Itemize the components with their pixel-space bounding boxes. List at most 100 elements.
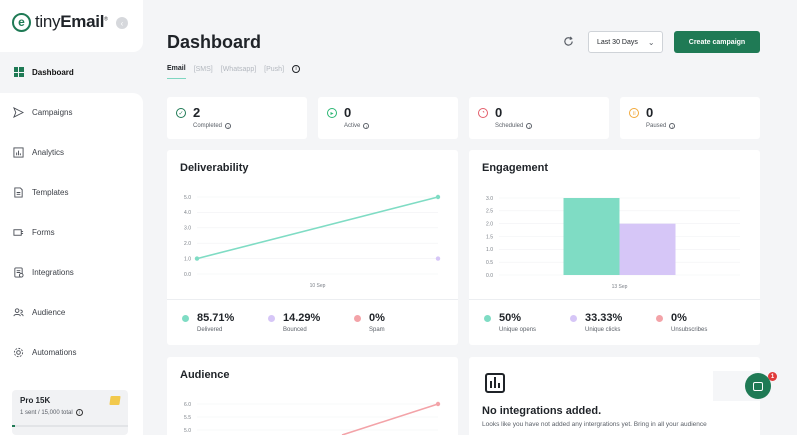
legend-value: 0% [671, 312, 687, 324]
sidebar-item-forms[interactable]: Forms [0, 212, 143, 252]
logo-card: e tinyEmail® ‹ [0, 0, 143, 52]
sidebar-item-label: Templates [32, 187, 69, 197]
sidebar-item-label: Campaigns [32, 107, 73, 117]
legend-value: 33.33% [585, 312, 623, 324]
info-icon[interactable]: i [292, 65, 301, 73]
info-icon[interactable]: i [669, 123, 676, 129]
y-tick-label: 6.0 [184, 402, 191, 408]
audience-chart: 5.0 5.5 6.0 [184, 401, 441, 435]
date-range-select[interactable]: Last 30 Days ⌄ [588, 31, 663, 53]
page-title: Dashboard [167, 32, 262, 52]
stat-label: Completed i [193, 123, 232, 129]
y-tick-label: 3.0 [486, 196, 493, 202]
bar [619, 223, 676, 275]
legend-dot [484, 315, 491, 322]
data-point [194, 256, 200, 261]
y-tick-label: 0.5 [486, 260, 493, 266]
card-title: Deliverability [180, 162, 249, 174]
sidebar-item-label: Automations [32, 347, 77, 357]
pause-circle-icon: ॥ [629, 108, 639, 118]
y-tick-label: 2.0 [486, 221, 493, 227]
sidebar-item-label: Dashboard [32, 67, 74, 77]
channel-tabs: Email [SMS] [Whatsapp] [Push] i [167, 65, 301, 79]
sidebar-item-dashboard[interactable]: Dashboard [0, 52, 143, 92]
plug-icon [13, 266, 24, 278]
y-tick-label: 1.5 [486, 234, 493, 240]
stat-card-completed: ✓ 2 Completed i [167, 97, 307, 139]
legend-dot [354, 315, 361, 322]
users-icon [13, 307, 24, 318]
x-tick-label: 13 Sep [612, 284, 628, 290]
info-icon[interactable]: i [526, 123, 533, 129]
plan-name: Pro 15K [20, 396, 51, 405]
legend-label: Unique clicks [585, 327, 621, 333]
deliverability-legend: 85.71% Delivered 14.29% Bounced 0% Spam [167, 299, 458, 345]
deliverability-chart: 0.0 1.0 2.0 3.0 4.0 5.0 10 Sep [184, 194, 441, 289]
y-tick-label: 0.0 [486, 273, 493, 279]
tab-sms[interactable]: [SMS] [193, 65, 213, 73]
legend-label: Bounced [283, 327, 307, 333]
data-point [435, 194, 441, 200]
form-icon [13, 227, 24, 238]
sidebar-item-integrations[interactable]: Integrations [0, 252, 143, 292]
legend-value: 85.71% [197, 312, 235, 324]
legend-value: 0% [369, 312, 385, 324]
clock-icon: ◔ [478, 108, 488, 118]
document-icon [13, 186, 24, 198]
legend-value: 50% [499, 312, 522, 324]
upgrade-icon[interactable] [109, 396, 121, 405]
legend-label: Spam [369, 327, 385, 333]
y-tick-label: 5.0 [184, 195, 191, 201]
legend-dot [268, 315, 275, 322]
x-tick-label: 10 Sep [310, 283, 326, 289]
card-title: Engagement [482, 162, 549, 174]
sidebar-item-templates[interactable]: Templates [0, 172, 143, 212]
sidebar: e tinyEmail® ‹ Dashboard Campaigns Analy… [0, 0, 143, 435]
y-tick-label: 2.5 [486, 209, 493, 215]
y-tick-label: 3.0 [184, 226, 191, 232]
legend-value: 14.29% [283, 312, 321, 324]
stat-label: Active i [344, 123, 370, 129]
integrations-card: No integrations added. Looks like you ha… [469, 357, 761, 435]
chat-icon [753, 381, 763, 391]
brand-logo[interactable]: e tinyEmail® [12, 12, 108, 32]
sidebar-item-analytics[interactable]: Analytics [0, 132, 143, 172]
brand-name: tinyEmail® [35, 12, 108, 31]
integrations-empty-text: Looks like you have not added any interg… [482, 421, 707, 428]
card-title: Audience [180, 369, 230, 381]
plan-card[interactable]: Pro 15K 1 sent / 15,000 total i [12, 390, 128, 435]
legend-dot [182, 315, 189, 322]
create-campaign-button[interactable]: Create campaign [674, 31, 760, 53]
data-point [435, 256, 441, 261]
integrations-empty-title: No integrations added. [482, 405, 602, 417]
y-tick-label: 5.5 [184, 415, 191, 421]
sidebar-item-audience[interactable]: Audience [0, 292, 143, 332]
grid-icon [13, 67, 24, 78]
legend-label: Unsubscribes [671, 327, 708, 333]
gear-icon [13, 347, 24, 358]
stat-value: 0 [646, 105, 654, 120]
info-icon[interactable]: i [75, 409, 83, 416]
info-icon[interactable]: i [363, 123, 370, 129]
plan-usage-bar [12, 425, 128, 427]
chat-button[interactable] [745, 373, 771, 399]
logo-icon: e [12, 12, 31, 32]
sidebar-item-automations[interactable]: Automations [0, 332, 143, 372]
sidebar-nav: Dashboard Campaigns Analytics Templates … [0, 52, 143, 372]
tab-email[interactable]: Email [167, 65, 186, 79]
stat-card-active: ▸ 0 Active i [318, 97, 458, 139]
nav-background [0, 93, 143, 435]
stat-label: Scheduled i [495, 123, 533, 129]
tab-whatsapp[interactable]: [Whatsapp] [220, 65, 257, 73]
sidebar-item-campaigns[interactable]: Campaigns [0, 92, 143, 132]
audience-card: Audience 5.0 5.5 6.0 [167, 357, 458, 435]
collapse-sidebar-button[interactable]: ‹ [116, 17, 128, 29]
refresh-icon[interactable] [563, 36, 575, 48]
info-icon[interactable]: i [225, 123, 232, 129]
bar-chart-icon [485, 373, 505, 393]
tab-push[interactable]: [Push] [264, 65, 285, 73]
sidebar-item-label: Audience [32, 307, 66, 317]
engagement-chart: 0.0 0.5 1.0 1.5 2.0 2.5 3.0 13 Sep [486, 196, 740, 290]
stat-card-paused: ॥ 0 Paused i [620, 97, 760, 139]
